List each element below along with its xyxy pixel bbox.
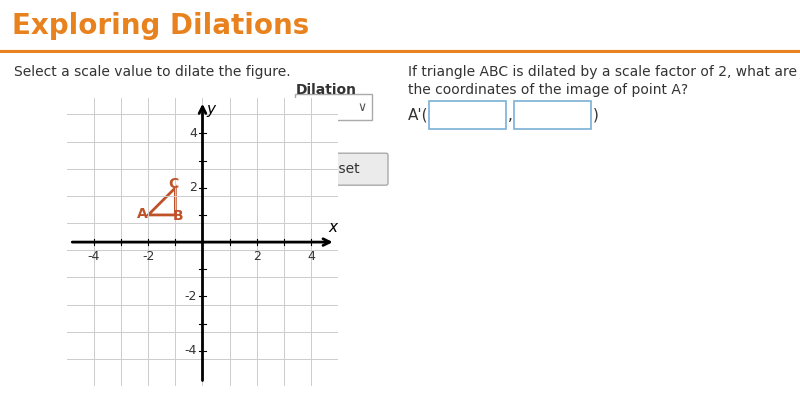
Text: 1: 1 [304, 100, 313, 114]
Text: -4: -4 [88, 250, 100, 263]
FancyBboxPatch shape [429, 101, 506, 129]
Text: A'(: A'( [408, 108, 429, 123]
Text: x: x [328, 220, 337, 235]
Text: ): ) [593, 108, 599, 123]
Text: 2: 2 [189, 181, 197, 194]
Text: Dilation: Dilation [296, 83, 357, 97]
Text: the coordinates of the image of point A?: the coordinates of the image of point A? [408, 83, 688, 97]
FancyBboxPatch shape [295, 94, 372, 120]
Text: A: A [137, 206, 147, 221]
Text: If triangle ABC is dilated by a scale factor of 2, what are: If triangle ABC is dilated by a scale fa… [408, 65, 797, 79]
Text: 2: 2 [253, 250, 261, 263]
Text: Select a scale value to dilate the figure.: Select a scale value to dilate the figur… [14, 65, 290, 79]
Text: y: y [206, 102, 215, 117]
Text: 4: 4 [189, 127, 197, 140]
Text: B: B [173, 209, 183, 223]
Text: C: C [168, 177, 178, 191]
Text: -2: -2 [185, 290, 197, 303]
Text: Exploring Dilations: Exploring Dilations [12, 11, 310, 39]
FancyBboxPatch shape [294, 153, 388, 185]
Text: -2: -2 [142, 250, 154, 263]
FancyBboxPatch shape [514, 101, 591, 129]
Text: Reset: Reset [322, 162, 360, 176]
Text: ∨: ∨ [357, 101, 366, 114]
Text: ,: , [508, 108, 513, 123]
Text: -4: -4 [185, 344, 197, 357]
Text: 4: 4 [307, 250, 315, 263]
